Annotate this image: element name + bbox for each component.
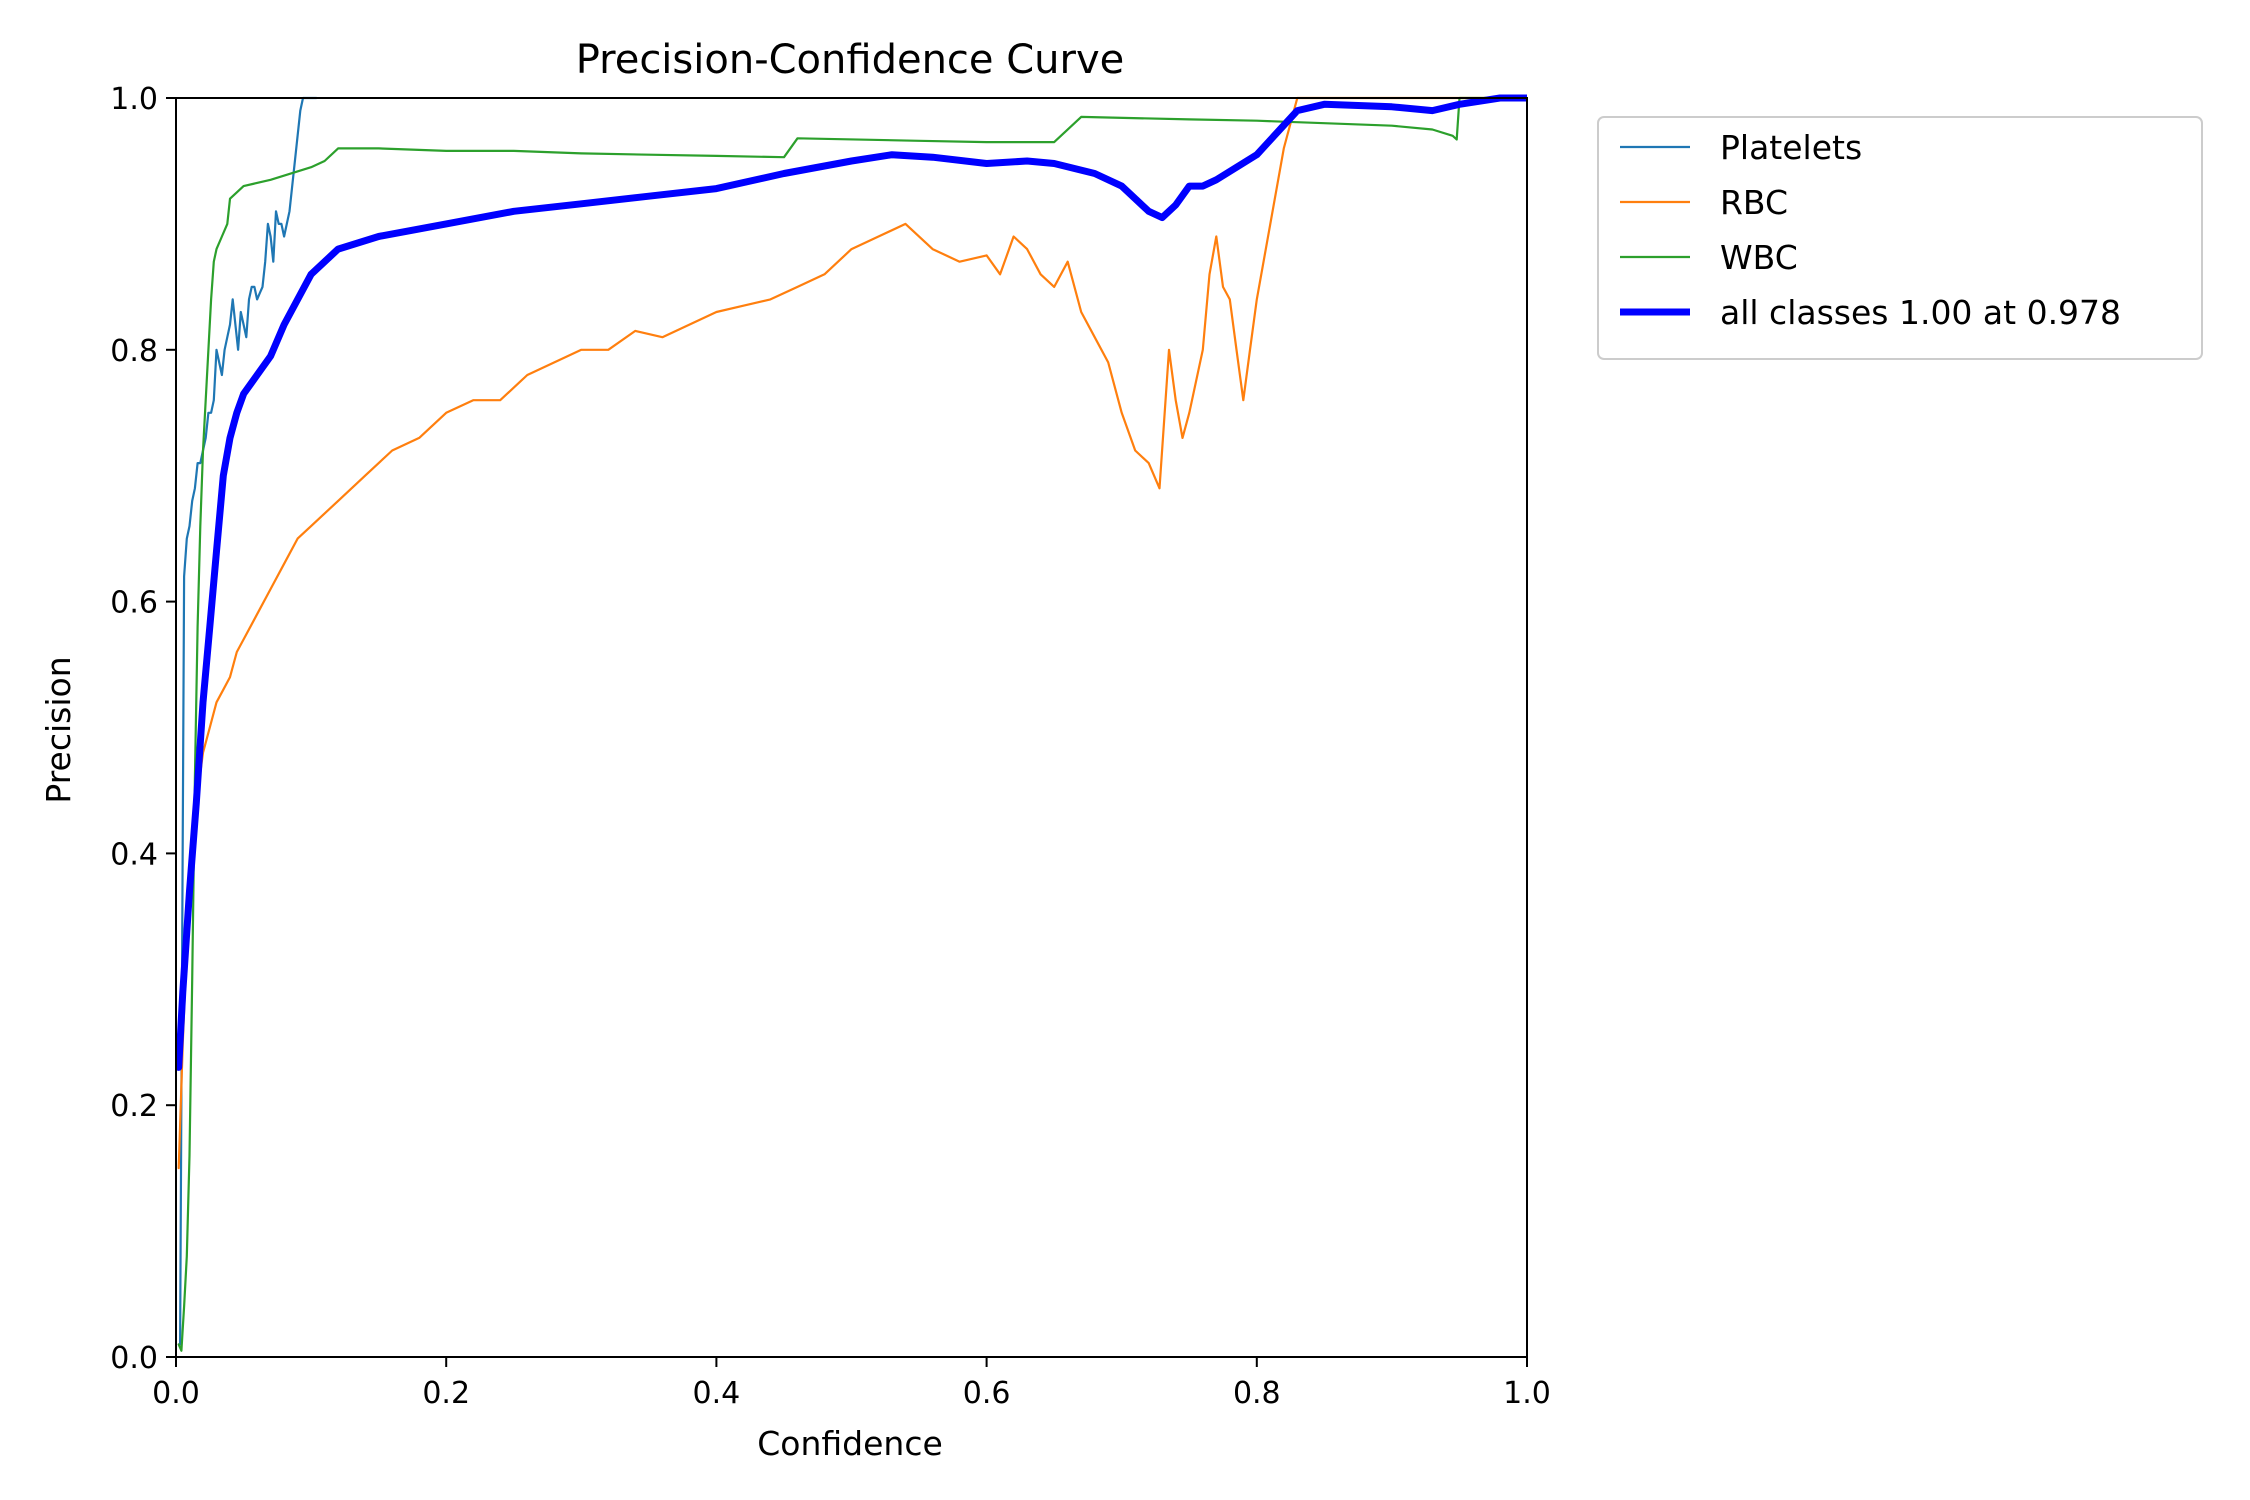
y-tick-label: 0.4 — [110, 837, 158, 872]
legend-label-1: RBC — [1720, 183, 1788, 222]
plot-area — [176, 94, 1527, 1352]
y-axis-title: Precision — [39, 656, 78, 803]
legend-label-3: all classes 1.00 at 0.978 — [1720, 293, 2121, 332]
x-tick-label: 0.4 — [693, 1376, 741, 1411]
y-tick-label: 0.0 — [110, 1341, 158, 1376]
chart-title: Precision-Confidence Curve — [576, 37, 1125, 83]
x-tick-label: 0.0 — [152, 1376, 200, 1411]
series-line-1 — [177, 96, 1527, 1170]
y-tick-label: 0.8 — [110, 334, 158, 369]
x-tick-label: 0.8 — [1233, 1376, 1281, 1411]
y-tick-label: 0.6 — [110, 586, 158, 621]
plot-frame — [175, 97, 1528, 1358]
y-tick-label: 0.2 — [110, 1089, 158, 1124]
legend: Platelets RBC WBC all classes 1.00 at 0.978 — [1597, 116, 2203, 360]
axis-ticks: 0.0 0.2 0.4 0.6 0.8 1.0 0.0 0.2 0.4 0.6 0.8 1.0 — [110, 82, 1551, 1411]
x-tick-label: 1.0 — [1503, 1376, 1551, 1411]
series-line-3 — [176, 94, 1527, 1071]
legend-box — [1597, 116, 2203, 360]
y-tick-label: 1.0 — [110, 82, 158, 117]
x-tick-label: 0.6 — [963, 1376, 1011, 1411]
legend-label-2: WBC — [1720, 238, 1798, 277]
x-axis-title: Confidence — [757, 1424, 943, 1463]
series-line-2 — [177, 96, 1527, 1352]
x-tick-label: 0.2 — [422, 1376, 470, 1411]
legend-label-0: Platelets — [1720, 128, 1862, 167]
